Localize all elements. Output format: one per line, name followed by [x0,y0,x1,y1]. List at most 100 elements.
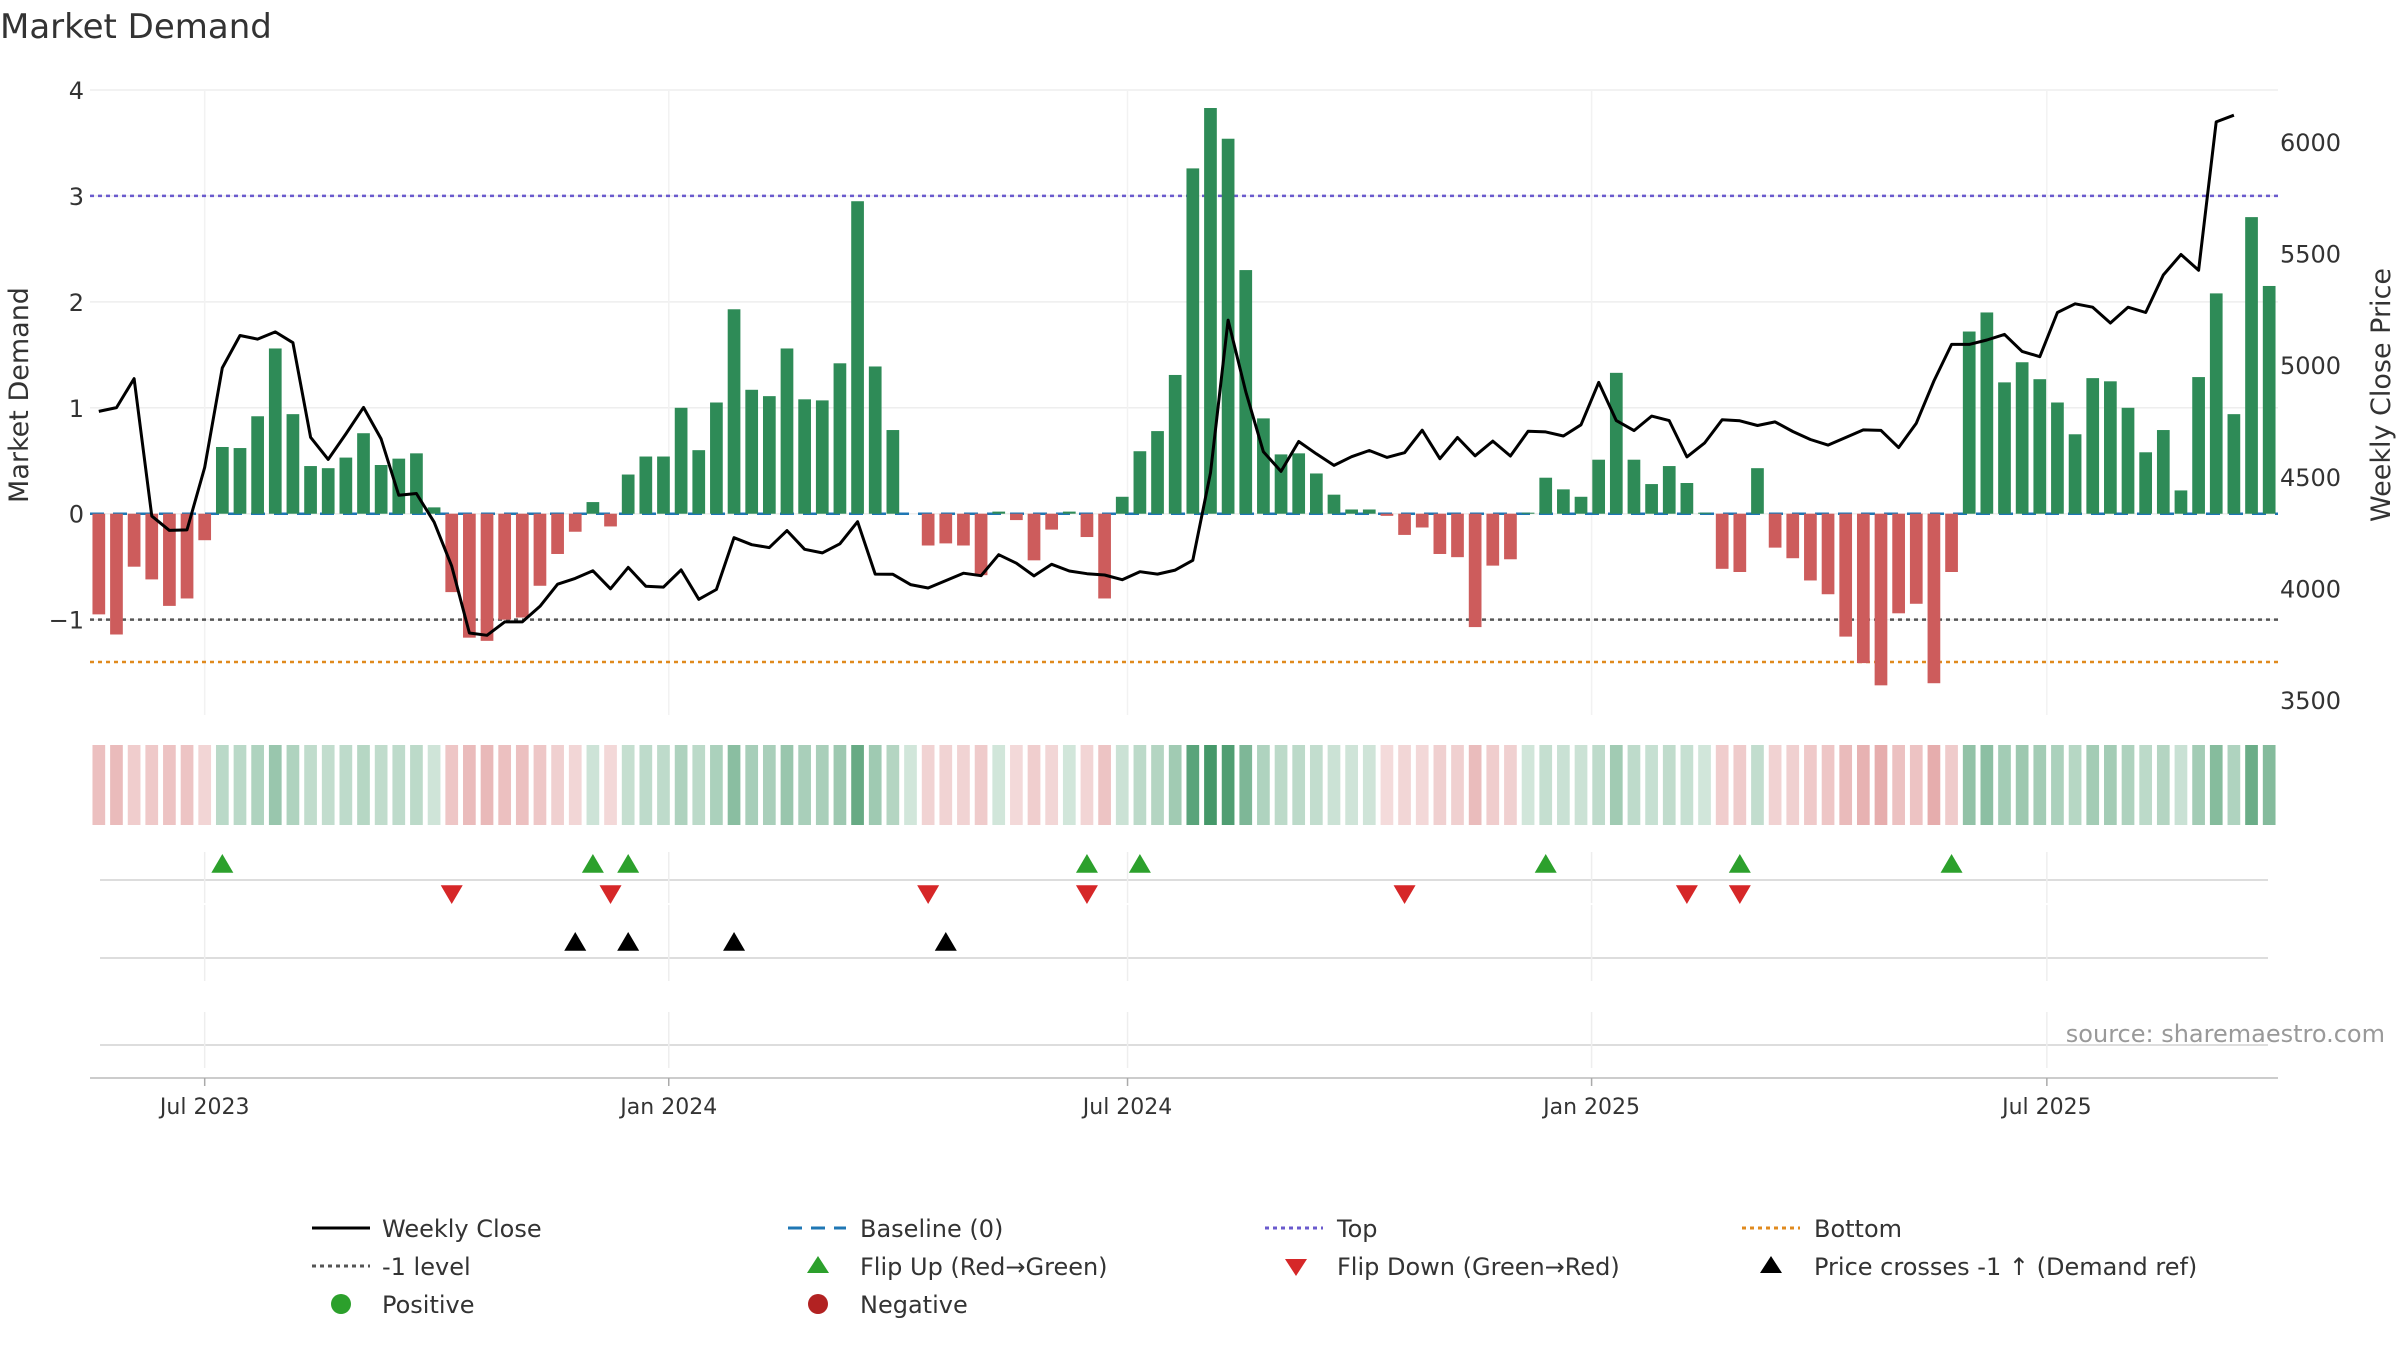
heat-cell [1698,745,1711,825]
flip-down-marker [599,885,622,904]
demand-bar [1998,382,2011,514]
heat-cell [1927,745,1941,825]
demand-bar [2174,490,2188,514]
source-note: source: sharemaestro.com [2066,1020,2385,1048]
demand-bar [1821,513,1835,595]
demand-heat-strip [92,745,2276,825]
demand-bar [1345,509,1358,514]
heat-cell [1804,745,1817,825]
heat-cell [1345,745,1358,825]
heat-cell [1821,745,1835,825]
demand-bar [233,448,247,514]
flip-down-marker [917,885,940,904]
legend-negative: Negative [808,1291,968,1319]
demand-bar [2156,430,2170,514]
heat-cell [886,745,900,825]
demand-bar [2262,285,2276,514]
heat-cell [445,745,459,825]
demand-bar [586,502,600,514]
demand-bar [1027,513,1041,561]
demand-bar [604,513,617,527]
demand-bar [921,513,935,546]
demand-bar [2209,293,2223,514]
heat-cell [921,745,935,825]
heat-cell [1186,745,1200,825]
demand-bar [374,465,388,514]
demand-bar [1010,513,1023,521]
heat-cell [1557,745,1570,825]
y-tick-label: 1 [69,395,84,423]
demand-bar [1892,513,1905,614]
demand-bar [1151,431,1164,514]
flip-down-icon [1285,1259,1307,1276]
y2-tick-label: 5000 [2280,352,2341,380]
flip-down-marker [1075,885,1098,904]
y-tick-label: 2 [69,289,84,317]
demand-bar [1839,513,1853,637]
heat-cell [1204,745,1217,825]
heat-cell [1257,745,1270,825]
demand-bar [198,513,212,541]
demand-bar [2104,381,2117,514]
demand-bar [1662,466,1676,514]
demand-bar [1768,513,1782,548]
y-axis-ticks: 4 3 2 1 0 −1 [49,77,84,635]
demand-bar [1980,312,1994,514]
demand-bar [392,458,406,514]
y-axis-label: Market Demand [4,287,35,503]
heat-cell [533,745,547,825]
demand-bar [657,456,670,514]
legend-baseline-label: Baseline (0) [860,1215,1003,1243]
heat-cell [2262,745,2276,825]
heat-cell [1274,745,1288,825]
heat-cell [286,745,300,825]
demand-bar [427,507,441,514]
demand-bar [1715,513,1729,569]
demand-bar [1080,513,1094,538]
heat-cell [833,745,847,825]
negative-dot-icon [808,1294,828,1314]
demand-bar [1962,331,1976,514]
demand-bar [1645,484,1658,514]
heat-cell [1415,745,1429,825]
heat-cell [1168,745,1182,825]
heat-cell [1786,745,1800,825]
demand-bar [1451,513,1464,558]
legend-baseline: Baseline (0) [788,1215,1003,1243]
demand-bar [180,513,194,599]
heat-cell [180,745,194,825]
demand-bar [1733,513,1747,572]
demand-bar [1627,459,1641,514]
demand-bar [1362,509,1376,514]
heat-cell [2245,745,2258,825]
heat-cell [215,745,229,825]
legend-flip-down-label: Flip Down (Green→Red) [1337,1253,1620,1281]
demand-bar [2086,378,2100,514]
demand-bar [1098,513,1111,599]
heat-cell [1751,745,1764,825]
demand-bar [1521,512,1535,514]
demand-bar [1698,512,1711,514]
demand-bar [868,366,882,514]
demand-bar [1909,513,1923,604]
cross-marker [564,932,587,951]
y-tick-label: 4 [69,77,84,105]
legend-cross-label: Price crosses -1 ↑ (Demand ref) [1814,1253,2197,1281]
heat-cell [92,745,106,825]
heat-cell [1098,745,1111,825]
demand-bar [851,201,864,514]
demand-bar [339,457,353,514]
demand-bar [1327,494,1341,514]
y2-tick-label: 6000 [2280,129,2341,157]
legend-flip-up: Flip Up (Red→Green) [807,1253,1108,1281]
demand-bar [304,466,317,514]
demand-bar [762,396,776,514]
heat-cell [1521,745,1535,825]
legend-flip-up-label: Flip Up (Red→Green) [860,1253,1108,1281]
y-tick-label: 0 [69,501,84,529]
heat-cell [1909,745,1923,825]
demand-bar [1874,513,1888,686]
demand-bar [268,348,282,514]
demand-bar [1133,451,1147,514]
legend-bottom: Bottom [1742,1215,1902,1243]
